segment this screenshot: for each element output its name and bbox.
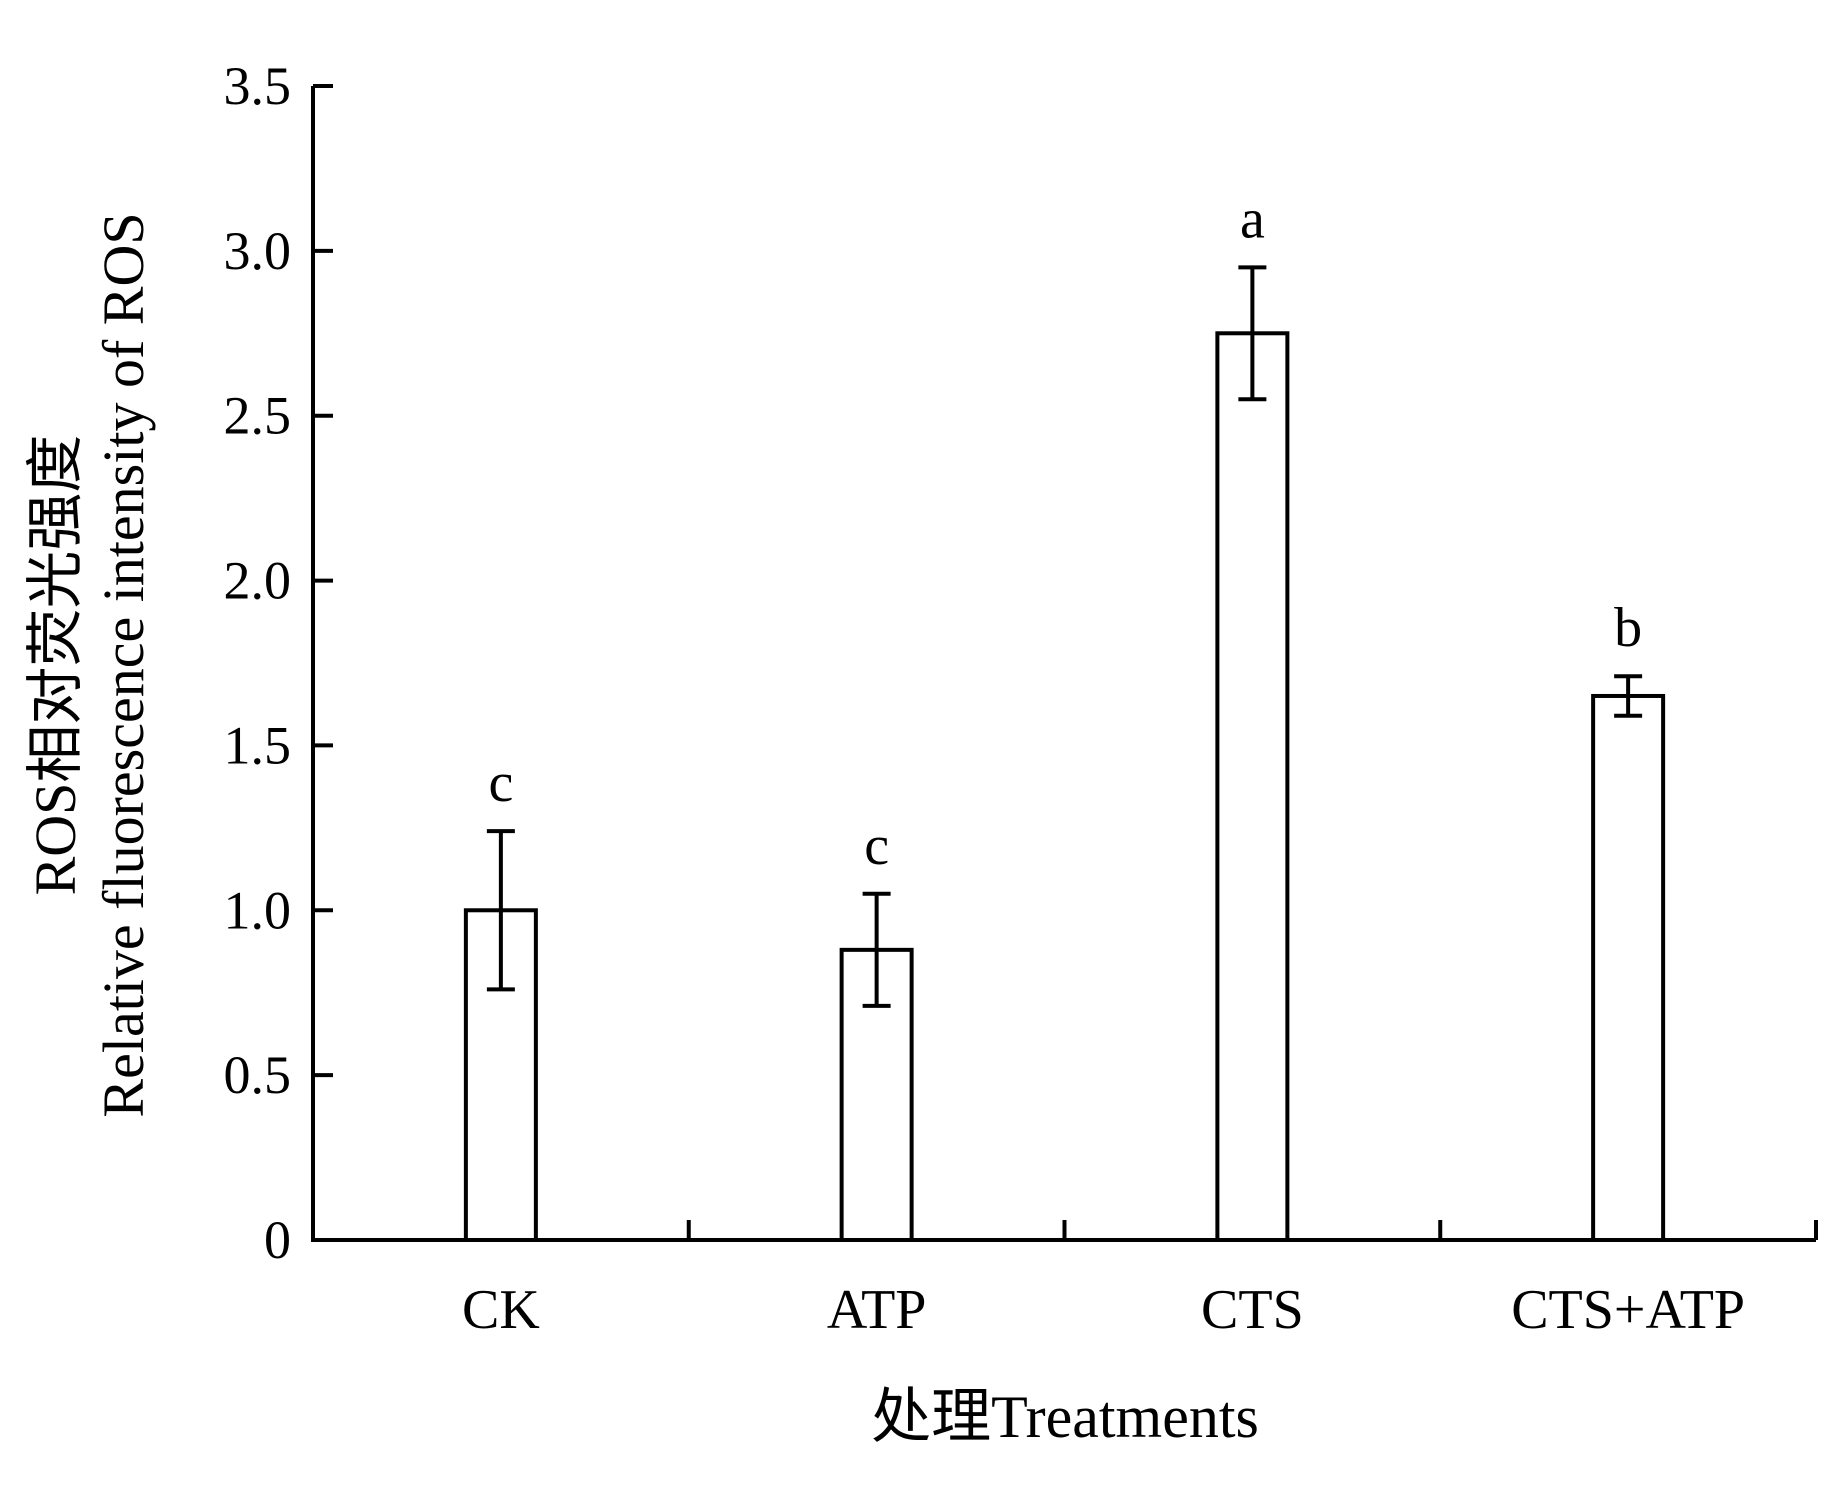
y-axis-ticks: 0 0.5 1.0 1.5 2.0 2.5 3.0 3.5 xyxy=(224,56,333,1270)
bar-group-ck: c CK xyxy=(462,752,540,1341)
bar-group-atp: c ATP xyxy=(827,815,927,1341)
x-tick-label: CK xyxy=(462,1279,540,1341)
axes xyxy=(311,86,1818,1242)
significance-label: c xyxy=(864,815,889,877)
significance-label: c xyxy=(488,752,513,814)
bar-group-cts: a CTS xyxy=(1201,188,1304,1341)
y-axis-label-en: Relative fluorescence intensity of ROS xyxy=(91,212,156,1117)
y-tick-label: 2.0 xyxy=(224,551,292,611)
y-tick-label: 2.5 xyxy=(224,386,292,446)
x-tick-label: CTS xyxy=(1201,1279,1304,1341)
bar xyxy=(1591,693,1666,1242)
y-tick-label: 1.5 xyxy=(224,715,292,775)
bars: c CK c ATP a CTS b CTS+ATP xyxy=(462,188,1745,1341)
significance-label: a xyxy=(1240,188,1265,250)
x-tick-label: CTS+ATP xyxy=(1511,1279,1745,1341)
bar-group-cts-atp: b CTS+ATP xyxy=(1511,597,1745,1341)
y-axis-label-cn: ROS相对荧光强度 xyxy=(23,435,88,896)
y-tick-label: 0 xyxy=(264,1210,291,1270)
bar xyxy=(1215,331,1290,1242)
x-axis-label: 处理Treatments xyxy=(871,1384,1259,1450)
x-tick-label: ATP xyxy=(827,1279,927,1341)
y-tick-label: 1.0 xyxy=(224,880,292,940)
significance-label: b xyxy=(1614,597,1642,659)
y-tick-label: 3.0 xyxy=(224,221,292,281)
y-tick-label: 0.5 xyxy=(224,1045,292,1105)
y-tick-label: 3.5 xyxy=(224,56,292,116)
